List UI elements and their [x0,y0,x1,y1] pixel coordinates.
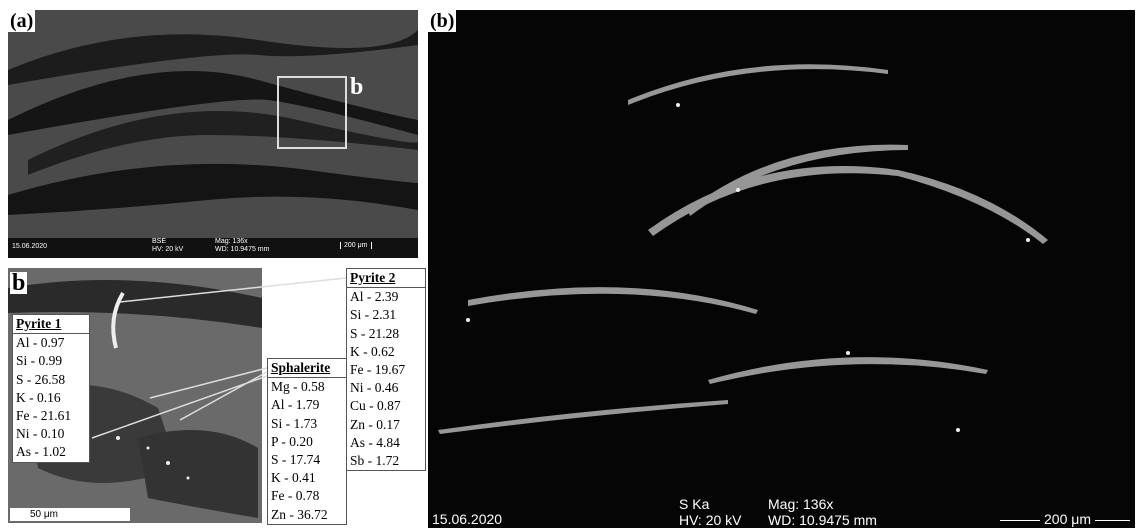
table-row: Fe - 19.67 [347,361,425,379]
table-row: Cu - 0.87 [347,397,425,415]
table-row: Al - 2.39 [347,288,425,306]
table-row: S - 21.28 [347,325,425,343]
table-row: Mg - 0.58 [268,378,346,396]
table-row: K - 0.41 [268,469,346,487]
table-row: Ni - 0.10 [13,425,89,443]
table-row: Fe - 21.61 [13,407,89,425]
date: 15.06.2020 [432,511,502,527]
table-row: Sb - 1.72 [347,452,425,470]
table-row: S - 17.74 [268,451,346,469]
table-row: Si - 0.99 [13,352,89,370]
table-row: Al - 0.97 [13,334,89,352]
table-row: As - 1.02 [13,443,89,461]
table-row: P - 0.20 [268,433,346,451]
table-row: Zn - 0.17 [347,416,425,434]
panel-label: (b) [428,10,456,32]
table-row: Fe - 0.78 [268,487,346,505]
table-row: As - 4.84 [347,434,425,452]
table-row: Si - 2.31 [347,306,425,324]
page: {"panel_a":{"label":"(a)","inset_marker"… [0,0,1137,528]
inset-scale: 50 μm [30,509,58,520]
table-title: Pyrite 1 [13,315,89,334]
sem-image-s-map [428,10,1135,528]
magnification: Mag: 136x [768,496,833,512]
table-row: Zn - 36.72 [268,506,346,524]
working-distance: WD: 10.9475 mm [768,512,877,528]
table-row: K - 0.16 [13,389,89,407]
table-row: Si - 1.73 [268,415,346,433]
table-title: Sphalerite [268,359,346,378]
voltage: HV: 20 kV [679,512,742,528]
scale-bar: 200 μm [1040,511,1095,527]
inset-label: b [10,272,27,294]
table-row: Ni - 0.46 [347,379,425,397]
table-row: K - 0.62 [347,343,425,361]
detector: S Ka [679,496,709,512]
table-row: S - 26.58 [13,371,89,389]
table-row: Al - 1.79 [268,396,346,414]
table-title: Pyrite 2 [347,269,425,288]
